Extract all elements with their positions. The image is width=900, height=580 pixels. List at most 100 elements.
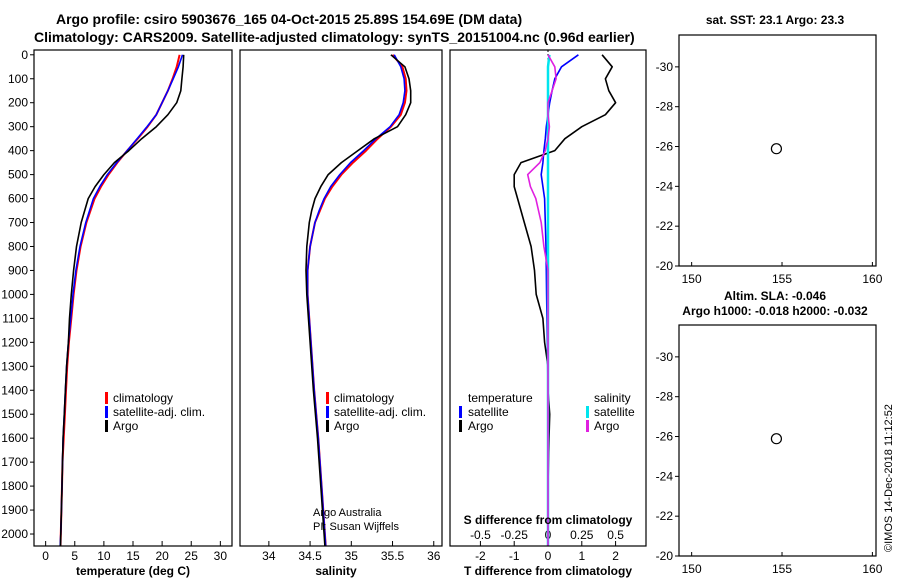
difference-legend-salinity: salinity satellite Argo [586,391,635,433]
salinity-profiles [305,54,412,546]
x-tick-label: -2 [475,549,486,563]
temperature-xlabel: temperature (deg C) [76,564,190,578]
y-tick-label: 1000 [1,287,28,301]
t-difference-xlabel: T difference from climatology [464,564,632,578]
s-tick-label: -0.5 [470,528,491,542]
legend-swatch-t-argo [459,420,462,432]
series-line-argo [305,54,412,546]
lat-tick-label: -26 [656,140,674,154]
x-tick-label: 0 [42,549,49,563]
y-tick-label: 1300 [1,359,28,373]
credit-line-2: PI: Susan Wijffels [313,521,399,533]
series-line-argo [59,54,185,546]
x-tick-label: 35.5 [381,549,405,563]
lat-tick-label: -28 [656,390,674,404]
temperature-profiles [59,54,185,546]
legend-climatology: climatology [113,391,173,405]
x-tick-label: 0 [545,549,552,563]
lat-tick-label: -20 [656,549,674,563]
y-tick-label: 1100 [2,311,28,325]
depth-axis-ticks: 0 100 200 300 400 500 600 700 800 900 1000 1100 1200… [1,48,34,541]
argo-position-marker [770,433,783,445]
temperature-panel: 0100200300400500600700800900100011001200… [1,48,233,578]
lon-tick-label: 150 [682,562,702,576]
series-line-climatology [59,54,181,546]
credit-line-1: Argo Australia [313,507,382,519]
legend-swatch-argo [105,420,108,432]
y-tick-label: 1700 [1,455,28,469]
y-tick-label: 200 [8,96,28,110]
y-tick-label: 0 [21,48,28,62]
sla-map-title-1: Altim. SLA: -0.046 [724,289,826,303]
lat-tick-label: -30 [656,350,674,364]
difference-plot-frame [449,49,647,547]
lat-tick-label: -22 [656,219,674,233]
x-tick-label: 35 [345,549,359,563]
series-line-salinity-argo [526,54,557,546]
y-tick-label: 600 [8,192,28,206]
x-tick-label: -1 [509,549,520,563]
legend-satellite: satellite-adj. clim. [334,405,426,419]
legend-swatch-argo [326,420,329,432]
y-tick-label: 1600 [1,431,28,445]
legend-title-temperature: temperature [468,391,533,405]
series-line-climatology [306,54,408,546]
y-tick-label: 1400 [1,383,28,397]
legend-argo: Argo [113,419,139,433]
series-line-temperature-argo [513,54,617,546]
legend-s-satellite: satellite [594,405,635,419]
y-tick-label: 2000 [1,527,28,541]
x-tick-label: 34 [262,549,276,563]
difference-profiles [513,50,617,546]
lat-tick-label: -22 [656,509,674,523]
s-tick-label: 0.5 [607,528,624,542]
y-tick-label: 800 [8,239,28,253]
x-tick-label: 36 [427,549,441,563]
sla-map: Altim. SLA: -0.046 Argo h1000: -0.018 h2… [656,289,883,576]
lat-tick-label: -24 [656,179,674,193]
y-tick-label: 1200 [1,335,28,349]
x-tick-label: 15 [126,549,140,563]
title-line-2: Climatology: CARS2009. Satellite-adjuste… [34,29,635,45]
lat-tick-label: -30 [656,60,674,74]
legend-title-salinity: salinity [594,391,631,405]
y-tick-label: 1500 [1,407,28,421]
sst-map-frame [678,34,877,267]
x-tick-label: 34.5 [298,549,322,563]
s-difference-axis-ticks: -0.5-0.2500.250.5 [470,528,624,542]
legend-swatch-satellite [326,406,329,418]
sst-map-ticks: 150 155 160 -20 -22 -24 -26 -28 -30 [656,60,883,286]
salinity-axis-ticks: 34 34.5 35 35.5 36 [262,541,441,563]
lon-tick-label: 160 [862,272,882,286]
lat-tick-label: -28 [656,100,674,114]
temperature-axis-ticks: 0 5 10 15 20 25 30 [42,541,227,563]
legend-swatch-s-argo [586,420,589,432]
x-tick-label: 1 [578,549,585,563]
legend-argo: Argo [334,419,360,433]
legend-s-argo: Argo [594,419,620,433]
legend-satellite: satellite-adj. clim. [113,405,205,419]
sla-map-title-2: Argo h1000: -0.018 h2000: -0.032 [682,304,868,318]
s-tick-label: -0.25 [501,528,529,542]
s-difference-xlabel: S difference from climatology [464,513,633,527]
x-tick-label: 25 [185,549,199,563]
legend-t-argo: Argo [468,419,494,433]
sla-map-ticks: 150 155 160 -20 -22 -24 -26 -28 -30 [656,350,883,576]
title-line-1: Argo profile: csiro 5903676_165 04-Oct-2… [56,11,522,27]
difference-legend-temperature: temperature satellite Argo [459,391,533,433]
lon-tick-label: 160 [862,562,882,576]
legend-swatch-climatology [326,392,329,404]
legend-swatch-climatology [105,392,108,404]
y-tick-label: 1800 [1,479,28,493]
lat-tick-label: -24 [656,469,674,483]
salinity-legend: climatology satellite-adj. clim. Argo [326,391,426,433]
temperature-legend: climatology satellite-adj. clim. Argo [105,391,205,433]
sla-map-frame [678,324,877,557]
legend-climatology: climatology [334,391,394,405]
sst-map: sat. SST: 23.1 Argo: 23.3 150 155 160 -20 -2… [656,13,883,286]
imos-timestamp: ©IMOS 14-Dec-2018 11:12:52 [883,404,895,552]
x-tick-label: 20 [155,549,169,563]
s-tick-label: 0.25 [570,528,594,542]
